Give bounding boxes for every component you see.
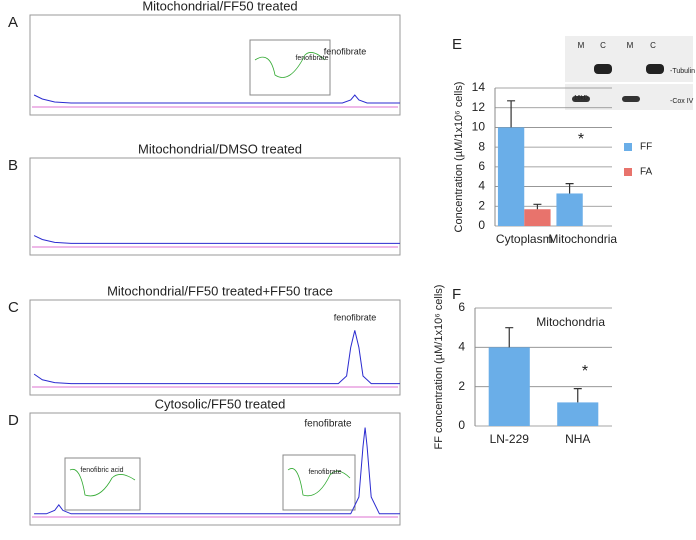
y-tick-label: 10 <box>472 120 486 134</box>
annotation: fenofibrate <box>295 55 328 62</box>
inset-box <box>282 454 356 511</box>
plot-frame <box>29 299 401 396</box>
blot-band <box>572 96 590 102</box>
error-bar <box>533 203 542 210</box>
annotation: * <box>582 363 588 380</box>
inset-trace <box>69 468 136 497</box>
annotation: Mitochondria <box>536 315 605 329</box>
y-tick-label: 6 <box>478 159 485 173</box>
y-tick-label: 4 <box>478 179 485 193</box>
panel-label: A <box>8 14 18 31</box>
plot-frame <box>29 157 401 256</box>
annotation: fenofibrate <box>334 312 377 322</box>
y-tick-label: 4 <box>458 340 465 354</box>
bar <box>524 209 551 226</box>
annotation: * <box>578 131 584 148</box>
panel-title: Mitochondrial/DMSO treated <box>138 141 302 156</box>
error-bar <box>573 388 582 403</box>
plot-frame <box>29 14 401 116</box>
y-tick-label: 0 <box>478 218 485 232</box>
annotation: C <box>600 41 606 50</box>
legend-swatch <box>624 143 632 151</box>
annotation: fenofibrate <box>304 419 352 430</box>
panel-title: Cytosolic/FF50 treated <box>155 396 286 411</box>
bar <box>497 127 525 226</box>
blot-band <box>594 64 612 74</box>
inset-box <box>64 457 141 511</box>
inset-trace <box>254 52 326 78</box>
y-tick-label: 8 <box>478 139 485 153</box>
error-bar <box>565 183 574 194</box>
bar <box>556 193 583 226</box>
annotation: -Tubulin <box>670 68 695 75</box>
trace <box>34 427 400 515</box>
error-bar <box>507 100 516 128</box>
legend-swatch <box>624 168 632 176</box>
bar <box>488 347 530 426</box>
x-tick-label: Mitochondria <box>548 232 617 246</box>
trace <box>33 94 400 104</box>
y-tick-label: 2 <box>478 198 485 212</box>
trace <box>33 235 400 244</box>
y-axis-label: FF concentration (µM/1x10⁶ cells) <box>433 285 445 450</box>
legend-label: FA <box>640 167 653 178</box>
annotation: M <box>627 41 634 50</box>
y-tick-label: 2 <box>458 379 465 393</box>
trace <box>33 330 400 385</box>
annotation: fenofibric acid <box>80 467 123 474</box>
annotation: C <box>650 41 656 50</box>
panel-label: D <box>8 412 19 429</box>
panel-title: Mitochondrial/FF50 treated <box>142 0 297 13</box>
annotation: M <box>578 41 585 50</box>
panel-label: B <box>8 157 18 174</box>
panel-title: Mitochondrial/FF50 treated+FF50 trace <box>107 283 333 298</box>
y-tick-label: 12 <box>472 100 486 114</box>
y-tick-label: 6 <box>458 300 465 314</box>
annotation: fenofibrate <box>324 46 367 56</box>
inset-box <box>249 39 331 96</box>
x-tick-label: Cytoplasm <box>496 232 553 246</box>
annotation: fenofibrate <box>308 469 341 476</box>
blot-band <box>622 96 640 102</box>
x-tick-label: LN-229 <box>490 432 530 446</box>
annotation: 16kD- <box>574 96 590 102</box>
x-tick-label: NHA <box>565 432 590 446</box>
panel-label: C <box>8 299 19 316</box>
y-axis-label: Concentration (µM/1x10⁶ cells) <box>453 82 465 233</box>
panel-label: E <box>452 36 462 53</box>
plot-frame <box>29 412 401 526</box>
bar <box>557 402 599 426</box>
error-bar <box>505 327 514 348</box>
y-tick-label: 14 <box>472 80 486 94</box>
y-tick-label: 0 <box>458 418 465 432</box>
inset-trace <box>287 468 351 497</box>
legend-label: FF <box>640 142 652 153</box>
blot-band <box>646 64 664 74</box>
panel-label: F <box>452 286 461 303</box>
annotation: -Cox IV <box>670 98 694 105</box>
